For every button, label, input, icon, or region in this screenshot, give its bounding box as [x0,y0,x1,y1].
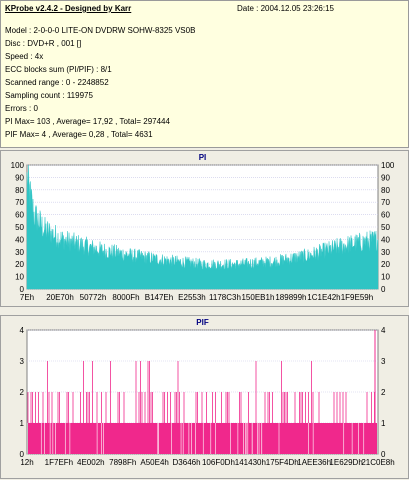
y-tick-label-left: 100 [11,161,25,170]
x-tick-label: 50772h [80,293,107,302]
x-tick-label: 141430h [235,458,266,467]
y-tick-label-right: 4 [381,326,386,335]
x-tick-label: 1F7EFh [45,458,73,467]
x-tick-label: 7Eh [20,293,34,302]
x-tick-label: 21C0E8h [361,458,394,467]
x-tick-label: E2553h [178,293,206,302]
y-tick-label-right: 90 [381,173,390,182]
sampling-line: Sampling count : 119975 [5,91,93,100]
y-tick-label-right: 0 [381,285,386,294]
pi-stats-line: PI Max= 103 , Average= 17,92 , Total= 29… [5,117,170,126]
y-tick-label-left: 20 [15,260,24,269]
y-tick-label-left: 70 [15,198,24,207]
x-tick-label: 1F9E59h [341,293,373,302]
y-tick-label-right: 80 [381,186,390,195]
y-tick-label-right: 0 [381,450,386,459]
chart-title-0: PI [199,153,207,162]
y-tick-label-left: 2 [20,388,25,397]
x-tick-label: 175F4Dh [266,458,299,467]
x-tick-label: B147Eh [145,293,173,302]
x-tick-label: A50E4h [140,458,168,467]
speed-line: Speed : 4x [5,52,44,61]
y-tick-label-right: 60 [381,211,390,220]
app-title: KProbe v2.4.2 - Designed by Karr [5,4,132,13]
y-tick-label-right: 30 [381,248,390,257]
x-tick-label: 20E70h [46,293,74,302]
y-tick-label-right: 50 [381,223,390,232]
y-tick-label-left: 50 [15,223,24,232]
x-tick-label: 7898Fh [109,458,136,467]
x-tick-label: 189899h [275,293,306,302]
y-tick-label-left: 10 [15,273,24,282]
ecc-line: ECC blocks sum (PI/PIF) : 8/1 [5,65,112,74]
y-tick-label-left: 1 [20,419,25,428]
y-tick-label-right: 1 [381,419,386,428]
model-line: Model : 2-0-0-0 LITE-ON DVDRW SOHW-8325 … [5,26,196,35]
pi-area-series [26,164,379,290]
y-tick-label-right: 70 [381,198,390,207]
y-tick-label-left: 40 [15,235,24,244]
y-tick-label-left: 60 [15,211,24,220]
x-tick-label: 106F0Dh [202,458,235,467]
x-tick-label: 1E629Dh [329,458,362,467]
x-tick-label: 4E002h [77,458,105,467]
charts-panel: PI 0 0 10 10 20 20 30 30 40 40 50 50 60 60 70 70 80 80 90 90… [0,148,409,480]
pif-baseline-band [28,423,377,454]
pif-stats-line: PIF Max= 4 , Average= 0,28 , Total= 4631 [5,130,153,139]
x-tick-label: D3646h [173,458,201,467]
x-tick-label: 8000Fh [112,293,139,302]
y-tick-label-left: 0 [20,285,25,294]
y-tick-label-right: 20 [381,260,390,269]
errors-line: Errors : 0 [5,104,38,113]
y-tick-label-right: 40 [381,235,390,244]
pif-spikes [27,361,375,423]
range-line: Scanned range : 0 - 2248852 [5,78,109,87]
x-tick-label: 12h [20,458,33,467]
y-tick-label-left: 30 [15,248,24,257]
disc-line: Disc : DVD+R , 001 [] [5,39,82,48]
x-tick-label: 1C1E42h [307,293,340,302]
x-tick-label: 150EB1h [241,293,274,302]
y-tick-label-left: 80 [15,186,24,195]
x-tick-label: 1178C3h [209,293,241,302]
y-tick-label-left: 4 [20,326,25,335]
y-tick-label-right: 10 [381,273,390,282]
y-tick-label-right: 3 [381,357,386,366]
y-tick-label-left: 3 [20,357,25,366]
y-tick-label-left: 0 [20,450,25,459]
chart-title-1: PIF [196,318,209,327]
x-tick-label: 1AEE36h [297,458,331,467]
y-tick-label-right: 100 [381,161,395,170]
y-tick-label-left: 90 [15,173,24,182]
info-panel: KProbe v2.4.2 - Designed by Karr Date : … [0,0,409,148]
y-tick-label-right: 2 [381,388,386,397]
scan-date: Date : 2004.12.05 23:26:15 [237,4,334,13]
